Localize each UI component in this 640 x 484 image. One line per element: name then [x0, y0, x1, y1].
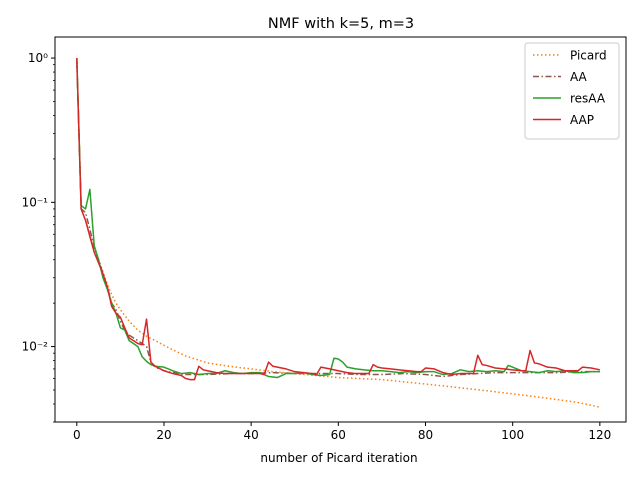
y-axis: 10⁻² 10⁻¹ 10⁰: [22, 51, 55, 423]
x-axis-label: number of Picard iteration: [260, 451, 417, 465]
x-axis: 0 20 40 60 80 100 120: [73, 422, 611, 442]
legend-label-aa: AA: [570, 70, 588, 84]
legend: Picard AA resAA AAP: [524, 42, 620, 140]
series-line-aa: [76, 58, 600, 378]
series-line-aap: [76, 58, 601, 381]
y-tick-label: 10⁻²: [22, 340, 49, 354]
axes-frame: [54, 36, 627, 423]
legend-label-resaa: resAA: [570, 92, 606, 106]
legend-label-aap: AAP: [570, 113, 594, 127]
legend-box: [524, 42, 620, 140]
x-tick-label: 60: [331, 428, 346, 442]
x-tick-label: 40: [244, 428, 259, 442]
x-tick-label: 100: [501, 428, 524, 442]
chart-title: NMF with k=5, m=3: [268, 16, 414, 32]
y-tick-label: 10⁰: [28, 51, 48, 65]
series-line-resaa: [76, 58, 600, 379]
x-tick-label: 80: [418, 428, 433, 442]
x-tick-label: 0: [73, 428, 81, 442]
x-tick-label: 20: [156, 428, 171, 442]
series-line-picard: [76, 58, 601, 408]
legend-label-picard: Picard: [570, 49, 607, 63]
plot-area: [76, 58, 601, 408]
y-tick-label: 10⁻¹: [22, 195, 49, 209]
x-tick-label: 120: [588, 428, 611, 442]
